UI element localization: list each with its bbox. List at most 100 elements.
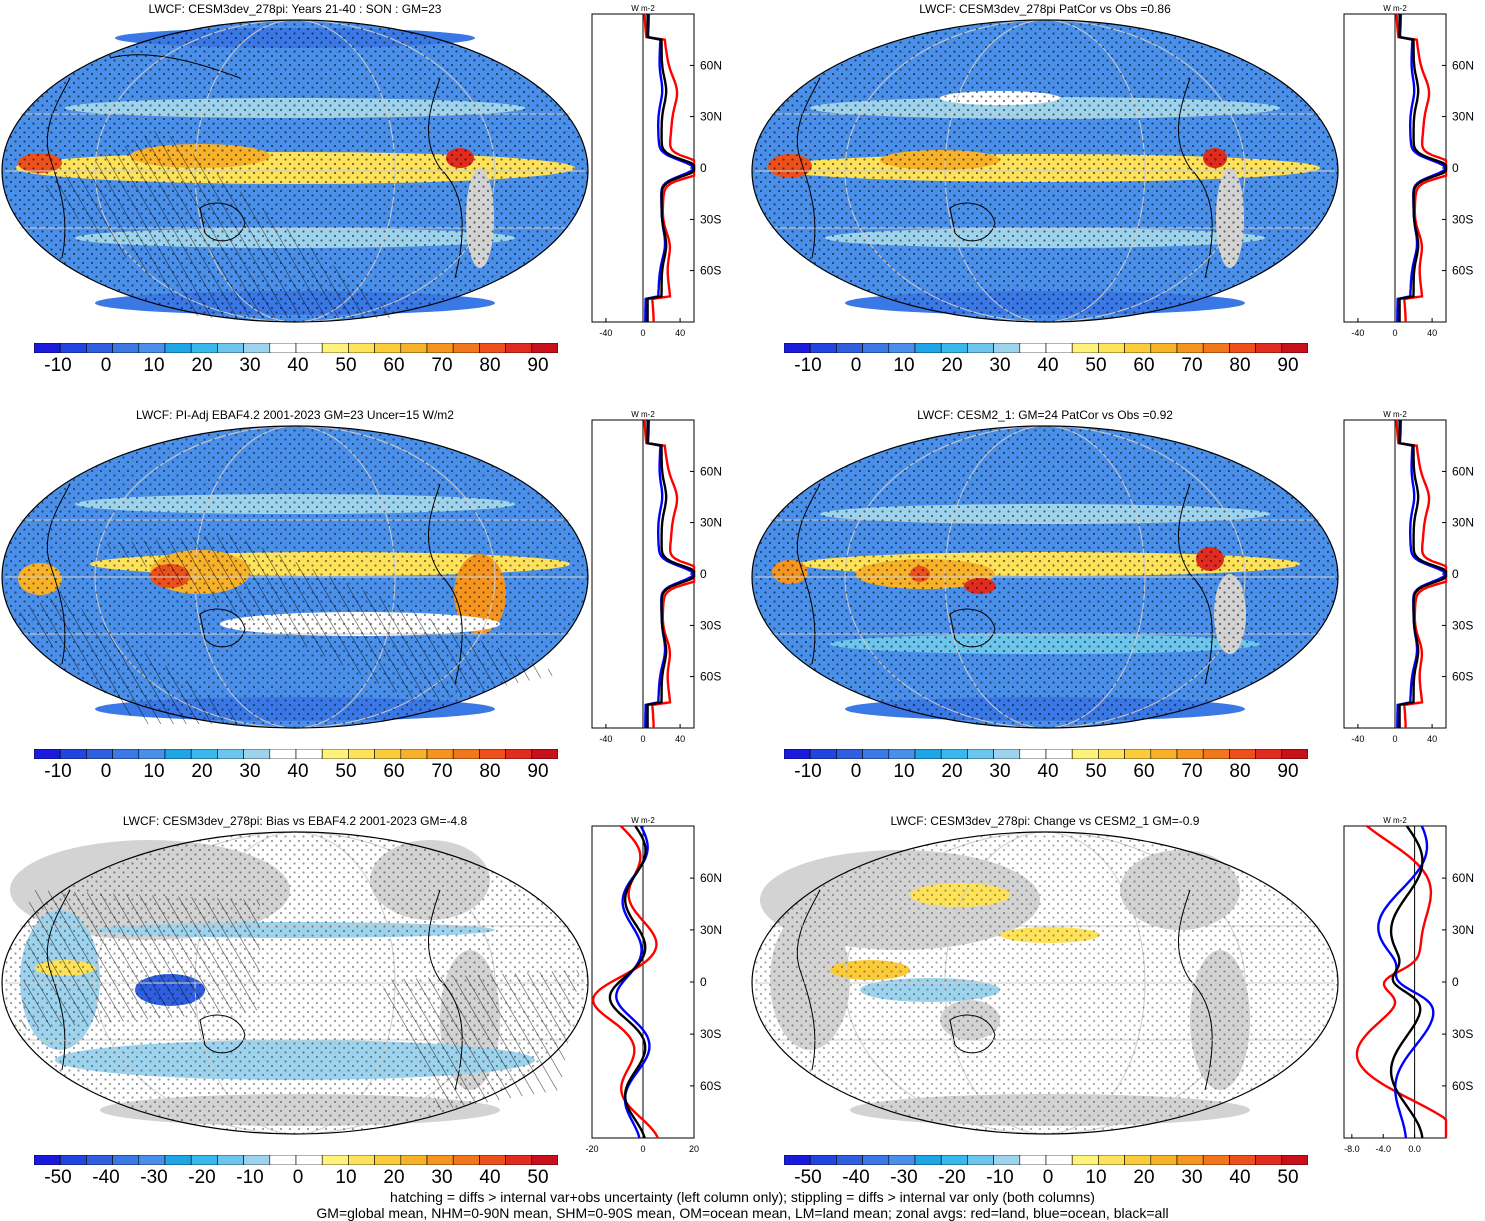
colorbar-swatch <box>888 1154 916 1166</box>
lat-label: 60S <box>700 264 721 278</box>
cbar-label: -10 <box>794 355 822 376</box>
x-tick-label: -4.0 <box>1375 1144 1391 1154</box>
map-border <box>1 425 589 729</box>
colorbar-labels: -10 0 10 20 30 40 50 60 70 80 90 <box>34 761 558 783</box>
cbar-label: 60 <box>1133 761 1155 782</box>
panel-title: LWCF: CESM3dev_278pi: Years 21-40 : SON … <box>148 2 442 16</box>
units-label: W m-2 <box>631 410 655 419</box>
colorbar-labels: -50 -40 -30 -20 -10 0 10 20 30 40 50 <box>784 1167 1308 1189</box>
x-tick-label: 0.0 <box>1408 1144 1421 1154</box>
lat-label: 30N <box>700 923 722 937</box>
colorbar-swatch <box>295 342 323 354</box>
colorbar-swatch <box>809 342 837 354</box>
zonal-mean-plot: W m-2 -40 0 40 60N 30N 0 30S 60S <box>591 4 722 338</box>
colorbar-swatch <box>1019 342 1047 354</box>
colorbar-swatch <box>452 748 480 760</box>
x-tick-label: 40 <box>1427 734 1437 744</box>
lat-label: 0 <box>700 161 707 175</box>
lat-label: 30S <box>1452 212 1473 226</box>
colorbar-swatch <box>112 342 140 354</box>
colorbar-swatch <box>1202 748 1230 760</box>
cbar-label: 10 <box>893 355 915 376</box>
colorbar-swatch <box>190 342 218 354</box>
colorbar-swatch <box>217 342 244 354</box>
colorbar-swatch <box>914 342 942 354</box>
cbar-label: -50 <box>794 1167 822 1188</box>
colorbar-swatch <box>112 748 140 760</box>
colorbar <box>778 340 1309 358</box>
cbar-label: 40 <box>287 761 309 782</box>
cbar-label: 30 <box>239 355 261 376</box>
colorbar-swatch <box>1150 342 1178 354</box>
footer-caption-hatching: hatching = diffs > internal var+obs unce… <box>390 1189 1095 1205</box>
colorbar-swatch <box>505 1154 533 1166</box>
cbar-label: -10 <box>794 761 822 782</box>
cbar-label: 50 <box>1085 355 1107 376</box>
lat-label: 30S <box>1452 1027 1473 1041</box>
cbar-label: 80 <box>479 761 501 782</box>
footer-caption-legend: GM=global mean, NHM=0-90N mean, SHM=0-90… <box>316 1205 1169 1221</box>
colorbar-swatch <box>862 748 890 760</box>
cbar-label: 70 <box>431 355 453 376</box>
all-zonal-line <box>646 14 696 322</box>
cbar-label: 90 <box>1277 761 1299 782</box>
colorbar-swatch <box>1098 748 1125 760</box>
colorbar-swatch <box>374 342 402 354</box>
colorbar-swatch <box>1281 342 1309 354</box>
cbar-label: 30 <box>431 1167 453 1188</box>
cbar-label: -40 <box>842 1167 870 1188</box>
all-zonal-line <box>608 825 647 1139</box>
colorbar-swatches <box>33 1154 559 1166</box>
cbar-label: 80 <box>479 355 501 376</box>
x-tick-label: -8.0 <box>1344 1144 1360 1154</box>
cbar-label: 10 <box>335 1167 357 1188</box>
colorbar-swatch <box>269 1154 297 1166</box>
cbar-label: 60 <box>383 761 405 782</box>
lat-label: 0 <box>1452 161 1459 175</box>
colorbar-swatch <box>993 748 1021 760</box>
cbar-label: 50 <box>527 1167 549 1188</box>
map-lwcf-cesm3dev <box>1 19 589 323</box>
lat-label: 0 <box>700 567 707 581</box>
panel-title: LWCF: CESM3dev_278pi: Bias vs EBAF4.2 20… <box>122 814 468 828</box>
zonal-mean-plot: W m-2 -20 0 20 60N 30N 0 30S 60S <box>585 816 722 1154</box>
colorbar <box>778 746 1309 764</box>
colorbar-swatch <box>1071 748 1099 760</box>
colorbar-swatch <box>374 748 402 760</box>
colorbar-swatch <box>1019 1154 1047 1166</box>
colorbar-swatch <box>86 748 113 760</box>
colorbar-swatch <box>400 748 428 760</box>
all-zonal-line <box>1398 14 1448 322</box>
colorbar <box>28 340 559 358</box>
colorbar-swatch <box>531 748 559 760</box>
lat-label: 60S <box>1452 670 1473 684</box>
all-zonal-line <box>646 420 696 728</box>
colorbar-swatch <box>1281 1154 1309 1166</box>
colorbar-swatches <box>28 748 559 760</box>
lat-label: 60N <box>700 464 722 478</box>
colorbar-swatch <box>1255 748 1283 760</box>
cbar-label: -20 <box>188 1167 216 1188</box>
colorbar-labels: -10 0 10 20 30 40 50 60 70 80 90 <box>784 355 1308 377</box>
colorbar-swatch <box>348 342 375 354</box>
all-zonal-line <box>1389 825 1424 1139</box>
colorbar <box>28 746 559 764</box>
lat-label: 30N <box>1452 516 1474 530</box>
cbar-label: 70 <box>431 761 453 782</box>
lat-label: 60S <box>1452 1079 1473 1093</box>
units-label: W m-2 <box>1383 4 1407 13</box>
colorbar-swatch <box>348 748 375 760</box>
colorbar-swatch <box>479 342 506 354</box>
cbar-label: 20 <box>941 355 963 376</box>
colorbar-swatch <box>59 748 87 760</box>
colorbar-swatch <box>531 342 559 354</box>
map-border <box>751 831 1339 1135</box>
colorbar-swatch <box>138 748 166 760</box>
cbar-label: -10 <box>44 761 72 782</box>
x-tick-label: 0 <box>640 1144 645 1154</box>
colorbar-swatch <box>190 748 218 760</box>
colorbar-swatch <box>783 1154 811 1166</box>
colorbar-swatch <box>940 748 968 760</box>
cbar-label: 0 <box>100 355 112 376</box>
lat-label: 0 <box>1452 975 1459 989</box>
